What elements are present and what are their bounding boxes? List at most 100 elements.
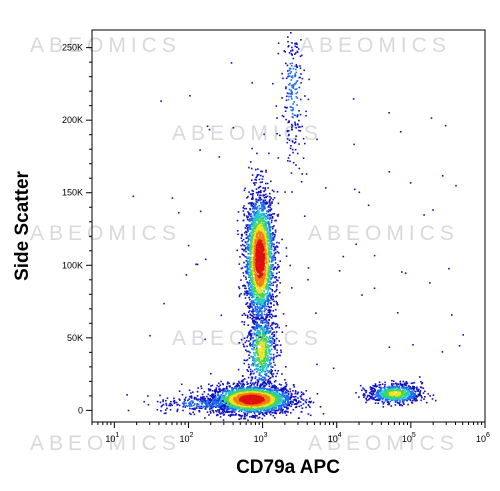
event-dot — [268, 217, 271, 219]
event-dot — [300, 82, 302, 84]
event-dot — [274, 345, 277, 347]
event-dot — [267, 321, 270, 324]
event-dot — [195, 397, 197, 399]
event-dot — [285, 247, 288, 249]
event-dot — [271, 233, 274, 235]
event-dot — [285, 62, 287, 65]
event-dot — [174, 401, 176, 404]
event-dot — [263, 415, 266, 417]
event-dot — [294, 141, 297, 143]
event-dot — [270, 244, 273, 247]
watermark-text: ABEOMICS — [308, 222, 459, 245]
event-dot — [261, 412, 263, 414]
event-dot — [247, 383, 249, 385]
event-dot — [272, 373, 275, 375]
event-dot — [193, 413, 196, 416]
watermark-text: ABEOMICS — [172, 122, 323, 145]
event-dot — [292, 151, 294, 154]
event-dot — [267, 206, 269, 208]
event-dot — [394, 398, 396, 400]
event-dot — [252, 272, 255, 274]
event-dot — [270, 340, 273, 343]
event-dot — [249, 286, 252, 288]
event-dot — [244, 409, 246, 412]
event-dot — [275, 285, 278, 288]
event-dot — [247, 370, 249, 372]
event-dot — [253, 223, 255, 226]
event-dot — [231, 402, 234, 404]
event-dot — [269, 192, 271, 195]
event-dot — [402, 402, 405, 404]
event-dot — [219, 416, 222, 418]
event-dot — [251, 270, 254, 272]
event-dot — [277, 409, 279, 412]
event-dot — [253, 357, 256, 359]
event-dot — [273, 300, 275, 303]
event-dot — [272, 296, 274, 298]
event-dot — [269, 359, 272, 361]
event-dot — [307, 404, 310, 406]
event-dot — [242, 219, 245, 222]
event-dot — [170, 403, 173, 406]
event-dot — [209, 401, 212, 404]
event-dot — [305, 406, 307, 409]
event-dot — [274, 247, 276, 250]
event-dot — [284, 106, 286, 108]
event-dot — [268, 314, 270, 316]
event-dot — [256, 326, 258, 328]
event-dot — [253, 214, 256, 217]
event-dot — [291, 287, 293, 289]
event-dot — [245, 224, 248, 226]
event-dot — [227, 406, 229, 408]
event-dot — [414, 390, 417, 393]
event-dot — [270, 294, 272, 297]
event-dot — [245, 290, 248, 292]
event-dot — [251, 296, 254, 299]
event-dot — [253, 294, 255, 296]
event-dot — [287, 157, 290, 159]
event-dot — [276, 404, 278, 407]
event-dot — [270, 342, 272, 344]
event-dot — [257, 417, 259, 419]
event-dot — [211, 393, 213, 396]
event-dot — [241, 253, 244, 255]
event-dot — [257, 317, 260, 320]
event-dot — [256, 294, 259, 296]
event-dot — [419, 390, 422, 392]
event-dot — [218, 410, 221, 413]
event-dot — [273, 225, 275, 227]
event-dot — [258, 315, 261, 317]
event-dot — [252, 277, 254, 279]
event-dot — [240, 244, 242, 247]
event-dot — [246, 381, 248, 383]
event-dot — [263, 233, 266, 236]
event-dot — [251, 245, 254, 247]
event-dot — [412, 393, 415, 395]
event-dot — [249, 343, 251, 346]
event-dot — [297, 417, 300, 419]
event-dot — [381, 390, 384, 392]
event-dot — [267, 358, 269, 361]
event-dot — [260, 170, 263, 173]
event-dot — [200, 396, 202, 399]
event-dot — [223, 407, 226, 409]
event-dot — [259, 198, 261, 200]
event-dot — [272, 400, 275, 402]
event-dot — [253, 207, 256, 209]
event-dot — [249, 337, 252, 340]
event-dot — [381, 393, 384, 396]
event-dot — [274, 398, 277, 400]
event-dot — [257, 216, 260, 219]
event-dot — [355, 243, 357, 246]
event-dot — [276, 288, 278, 291]
event-dot — [252, 348, 255, 350]
event-dot — [252, 203, 255, 206]
event-dot — [263, 318, 266, 321]
event-dot — [392, 388, 395, 390]
event-dot — [299, 126, 301, 128]
event-dot — [299, 395, 302, 398]
event-dot — [288, 139, 291, 142]
event-dot — [209, 388, 212, 391]
event-dot — [226, 389, 228, 392]
event-dot — [228, 386, 231, 388]
